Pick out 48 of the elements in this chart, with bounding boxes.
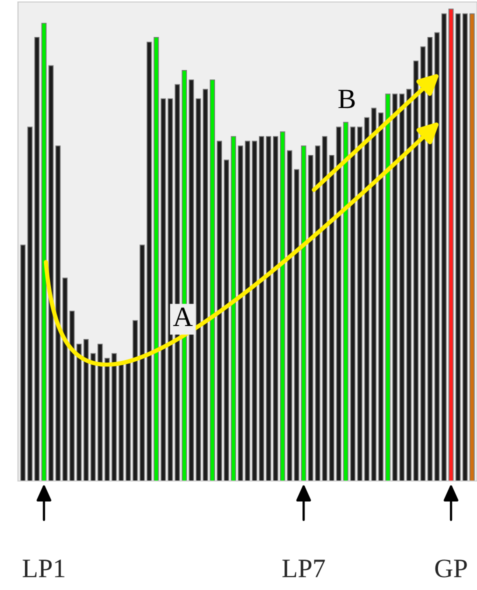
bar [224, 160, 230, 481]
bar [392, 94, 398, 481]
annotation: B [338, 90, 355, 108]
bar [62, 278, 68, 481]
x-tick-label: LP1 [22, 560, 64, 578]
bar [48, 65, 54, 481]
bar [230, 136, 236, 481]
bar [252, 140, 258, 481]
bar [104, 358, 110, 481]
bar [469, 13, 475, 481]
bar [462, 13, 468, 481]
bar [238, 146, 244, 481]
bar [202, 88, 208, 481]
x-tick-label: GP [435, 560, 467, 578]
bar [272, 136, 278, 481]
annotation: A [173, 308, 193, 326]
bar [258, 136, 264, 481]
bar [448, 8, 454, 481]
bar [413, 60, 419, 481]
bar [98, 344, 103, 481]
bar [378, 112, 384, 481]
bar [83, 339, 89, 481]
bar [294, 169, 300, 481]
bar [34, 36, 40, 481]
bar [420, 46, 426, 481]
bar [76, 344, 82, 481]
bar [210, 79, 216, 481]
bar [385, 94, 390, 481]
bar [434, 32, 440, 481]
bar [441, 13, 447, 481]
bar [196, 98, 201, 481]
bar [90, 353, 96, 481]
bar [41, 22, 47, 481]
bar [216, 140, 222, 481]
bar [20, 244, 26, 481]
bar [266, 136, 272, 481]
bar [27, 126, 33, 481]
bar [69, 310, 75, 481]
bar [301, 146, 306, 481]
bar [455, 13, 461, 481]
bar [244, 140, 250, 481]
bar [406, 88, 412, 481]
bar [55, 146, 61, 481]
bar [280, 131, 286, 481]
bar [399, 94, 404, 481]
bar [287, 150, 292, 481]
x-tick-label: LP7 [282, 560, 325, 578]
bar [112, 353, 117, 481]
